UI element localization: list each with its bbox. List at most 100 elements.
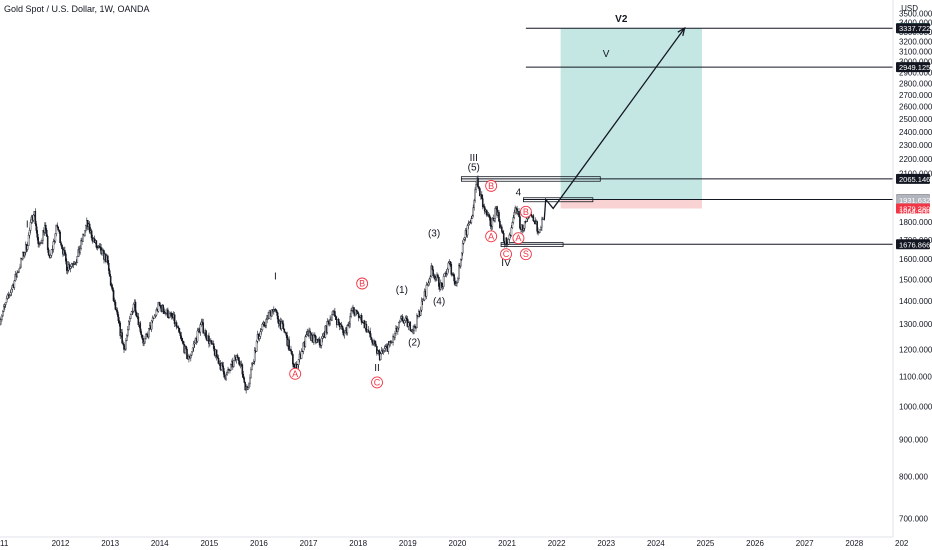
candle-body bbox=[460, 252, 463, 260]
candle-body bbox=[518, 211, 520, 217]
projection-arrow[interactable]: V V2 bbox=[543, 14, 686, 221]
candle-body bbox=[178, 328, 181, 334]
candle-body bbox=[199, 324, 202, 333]
horizontal-levels[interactable] bbox=[461, 27, 893, 245]
arrow-head bbox=[677, 26, 686, 37]
price-axis-label-text: 1864.900 bbox=[899, 207, 930, 216]
wave-label-circle bbox=[289, 367, 302, 380]
candle-body bbox=[475, 184, 477, 190]
candle-body bbox=[329, 318, 331, 325]
candle-body bbox=[236, 355, 239, 358]
candle-body bbox=[300, 350, 303, 359]
price-axis-label: 1879.280 bbox=[896, 203, 930, 214]
candle-body bbox=[505, 237, 508, 245]
candle-body bbox=[251, 363, 253, 371]
candle-body bbox=[10, 289, 13, 293]
candle-body bbox=[358, 316, 361, 318]
candle-body bbox=[335, 316, 337, 320]
wave-label: IV bbox=[501, 258, 511, 269]
candle-body bbox=[24, 252, 26, 257]
candle-body bbox=[453, 274, 455, 282]
candle-body bbox=[321, 335, 324, 339]
price-tick-label: 700.000 bbox=[899, 515, 928, 524]
candle-body bbox=[508, 234, 511, 240]
candle-body bbox=[439, 282, 442, 290]
candle-body bbox=[458, 265, 460, 279]
candle-body bbox=[532, 215, 535, 222]
candle-body bbox=[177, 326, 180, 329]
candle-body bbox=[42, 230, 44, 241]
candle-body bbox=[429, 276, 432, 280]
candle-body bbox=[285, 332, 288, 336]
candle-body bbox=[117, 314, 120, 321]
price-axis-label-bg bbox=[896, 194, 930, 205]
candle-body bbox=[237, 357, 240, 361]
price-axis-label-bg bbox=[896, 23, 930, 34]
wave-label-circle bbox=[519, 248, 532, 261]
candle-body bbox=[65, 261, 68, 271]
candle-body bbox=[60, 242, 62, 246]
candle-body bbox=[387, 344, 390, 352]
candle-body bbox=[472, 207, 475, 217]
candle-body bbox=[4, 302, 7, 305]
wave-label: (2) bbox=[408, 337, 420, 348]
candle-body bbox=[284, 332, 287, 334]
candle-body bbox=[215, 349, 218, 357]
candle-body bbox=[399, 318, 402, 322]
candle-body bbox=[66, 269, 69, 271]
candle-body bbox=[216, 356, 219, 359]
candle-body bbox=[184, 345, 186, 353]
zone-rectangle[interactable] bbox=[460, 176, 601, 182]
candle-body bbox=[13, 280, 16, 288]
candle-body bbox=[540, 226, 542, 230]
candle-body bbox=[263, 321, 266, 326]
wave-label-circle bbox=[356, 277, 369, 290]
candle-body bbox=[249, 377, 251, 385]
candle-body bbox=[283, 328, 286, 333]
candle-body bbox=[201, 321, 204, 323]
long-position-tool[interactable] bbox=[560, 28, 702, 209]
price-axis[interactable]: 3500.0003400.0003300.0003200.0003100.000… bbox=[899, 9, 932, 523]
candle-body bbox=[47, 249, 50, 256]
rectangle-zones[interactable] bbox=[460, 176, 601, 248]
candle-body bbox=[118, 320, 121, 324]
candle-body bbox=[5, 298, 8, 303]
candle-body bbox=[501, 231, 504, 234]
candle-body bbox=[56, 224, 59, 228]
candle-body bbox=[276, 312, 279, 320]
candle-body bbox=[221, 363, 224, 367]
candle-body bbox=[304, 336, 307, 347]
zone-rectangle[interactable] bbox=[500, 242, 564, 248]
candle-body bbox=[46, 236, 49, 250]
stop-zone[interactable] bbox=[560, 199, 702, 209]
candle-body bbox=[525, 218, 528, 222]
candle-body bbox=[170, 313, 173, 317]
candle-body bbox=[337, 318, 340, 324]
candle-body bbox=[530, 214, 533, 217]
candle-body bbox=[313, 334, 315, 343]
time-tick-label: 2022 bbox=[548, 539, 566, 548]
candle-body bbox=[203, 332, 205, 334]
candle-body bbox=[538, 232, 540, 234]
candle-body bbox=[382, 350, 385, 352]
candle-body bbox=[109, 275, 112, 286]
candle-body bbox=[515, 207, 517, 209]
candle-body bbox=[273, 309, 275, 312]
price-axis-label: 2949.125 bbox=[896, 62, 930, 73]
projection-line[interactable] bbox=[543, 27, 686, 221]
wave-label-circle bbox=[371, 376, 383, 389]
candle-body bbox=[437, 274, 439, 278]
price-tick-label: 3200.000 bbox=[899, 37, 932, 46]
candle-body bbox=[522, 228, 525, 231]
wave-label-red: B bbox=[359, 279, 365, 289]
time-tick-label: 2023 bbox=[597, 539, 615, 548]
time-tick-label: 2015 bbox=[200, 539, 218, 548]
wave-label: I bbox=[26, 219, 29, 230]
target-zone[interactable] bbox=[560, 28, 702, 200]
candle-body bbox=[340, 324, 343, 327]
candle-body bbox=[192, 343, 195, 349]
time-axis[interactable]: 11 2012 2013 2014 2015 2016 2017 2018 2019 2020 20… bbox=[0, 539, 909, 548]
candle-body bbox=[248, 383, 250, 388]
candle-body bbox=[452, 273, 454, 275]
